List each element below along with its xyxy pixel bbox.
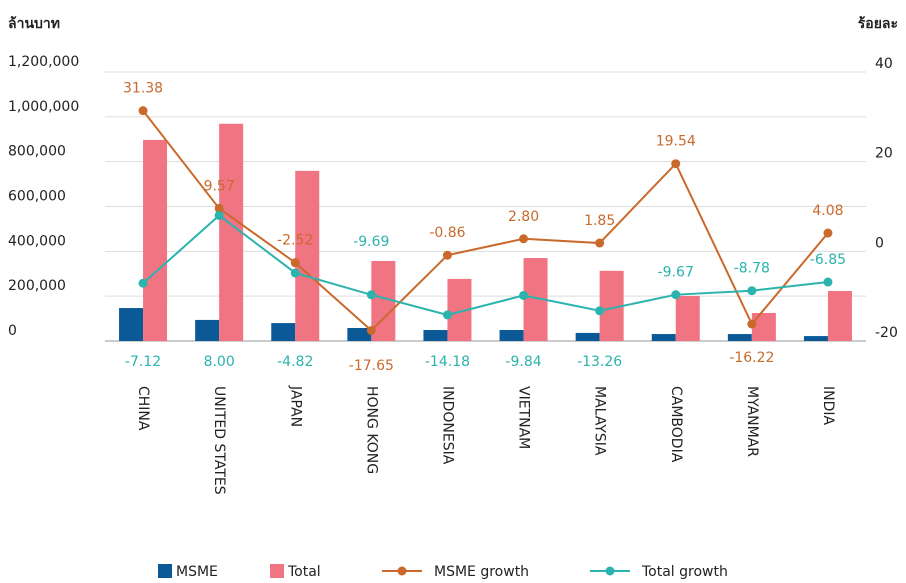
data-label: -9.69 xyxy=(353,234,389,250)
bar xyxy=(752,313,776,341)
point xyxy=(139,106,148,115)
point xyxy=(595,239,604,248)
line xyxy=(143,215,828,314)
bar xyxy=(219,124,243,341)
legend-label: Total growth xyxy=(641,564,728,580)
data-label: -14.18 xyxy=(425,354,470,370)
x-tick-label: CHINA xyxy=(135,386,151,431)
point xyxy=(747,320,756,329)
legend-swatch xyxy=(606,567,615,576)
x-tick-label: INDIA xyxy=(820,386,836,426)
point xyxy=(519,291,528,300)
line xyxy=(143,111,828,331)
bar xyxy=(576,333,600,341)
bar xyxy=(295,171,319,341)
data-label: -9.84 xyxy=(505,354,541,370)
x-tick-label: CAMBODIA xyxy=(668,386,684,463)
y-tick-label: 1,200,000 xyxy=(8,54,79,70)
bar xyxy=(828,291,852,341)
x-tick-label: VIETNAM xyxy=(516,386,532,449)
data-label: -9.67 xyxy=(658,265,694,281)
legend-swatch xyxy=(158,564,172,578)
legend-label: MSME growth xyxy=(434,564,529,580)
data-label: 2.80 xyxy=(508,209,539,225)
bar xyxy=(423,330,447,341)
data-label: -13.26 xyxy=(577,354,622,370)
bar xyxy=(143,140,167,341)
bar xyxy=(500,330,524,341)
point xyxy=(823,278,832,287)
bar xyxy=(195,320,219,341)
y-tick-label: 1,000,000 xyxy=(8,99,79,115)
data-label: -17.65 xyxy=(349,358,394,374)
bar xyxy=(271,323,295,341)
x-tick-label: MALAYSIA xyxy=(592,386,608,456)
legend-label: Total xyxy=(287,564,321,580)
y-axis-title: ล้านบาท xyxy=(8,16,60,32)
x-tick-label: MYANMAR xyxy=(744,386,760,457)
data-label: 19.54 xyxy=(656,134,696,150)
y-tick-label: 0 xyxy=(8,323,17,339)
point xyxy=(519,234,528,243)
legend-label: MSME xyxy=(176,564,218,580)
data-label: -16.22 xyxy=(729,350,774,366)
point xyxy=(595,306,604,315)
data-label: 8.00 xyxy=(204,354,235,370)
legend-swatch xyxy=(398,567,407,576)
y-tick-label: 800,000 xyxy=(8,144,66,160)
x-tick-label: HONG KONG xyxy=(363,386,379,474)
point xyxy=(671,159,680,168)
y2-tick-label: -20 xyxy=(875,325,898,341)
point xyxy=(367,326,376,335)
chart: ล้านบาท ร้อยละ 0 200,000 400,000 600,000 800… xyxy=(0,0,906,583)
bar xyxy=(804,336,828,341)
point xyxy=(443,251,452,260)
x-tick-label: JAPAN xyxy=(287,385,303,427)
point xyxy=(215,211,224,220)
point xyxy=(139,279,148,288)
bar xyxy=(652,334,676,341)
data-label: -8.78 xyxy=(734,261,770,277)
y-tick-label: 200,000 xyxy=(8,278,66,294)
y2-tick-label: 20 xyxy=(875,146,893,162)
y2-axis-title: ร้อยละ xyxy=(858,16,898,32)
data-label: -7.12 xyxy=(125,354,161,370)
bar xyxy=(728,334,752,341)
data-label: 1.85 xyxy=(584,213,615,229)
x-tick-label: INDONESIA xyxy=(439,386,455,465)
data-label: -4.82 xyxy=(277,354,313,370)
point xyxy=(747,286,756,295)
data-label: 31.38 xyxy=(123,81,163,97)
bar xyxy=(119,308,143,341)
y-tick-label: 400,000 xyxy=(8,233,66,249)
point xyxy=(671,290,680,299)
data-label: 4.08 xyxy=(812,203,843,219)
data-label: -0.86 xyxy=(429,225,465,241)
data-label: -6.85 xyxy=(810,252,846,268)
data-label: -2.52 xyxy=(277,233,313,249)
legend-swatch xyxy=(270,564,284,578)
point xyxy=(291,258,300,267)
point xyxy=(823,229,832,238)
x-tick-label: UNITED STATES xyxy=(211,386,227,495)
y2-tick-label: 0 xyxy=(875,235,884,251)
y2-tick-label: 40 xyxy=(875,56,893,72)
y-tick-label: 600,000 xyxy=(8,189,66,205)
point xyxy=(291,268,300,277)
point xyxy=(443,310,452,319)
data-label: 9.57 xyxy=(204,178,235,194)
point xyxy=(367,290,376,299)
bar xyxy=(676,296,700,341)
